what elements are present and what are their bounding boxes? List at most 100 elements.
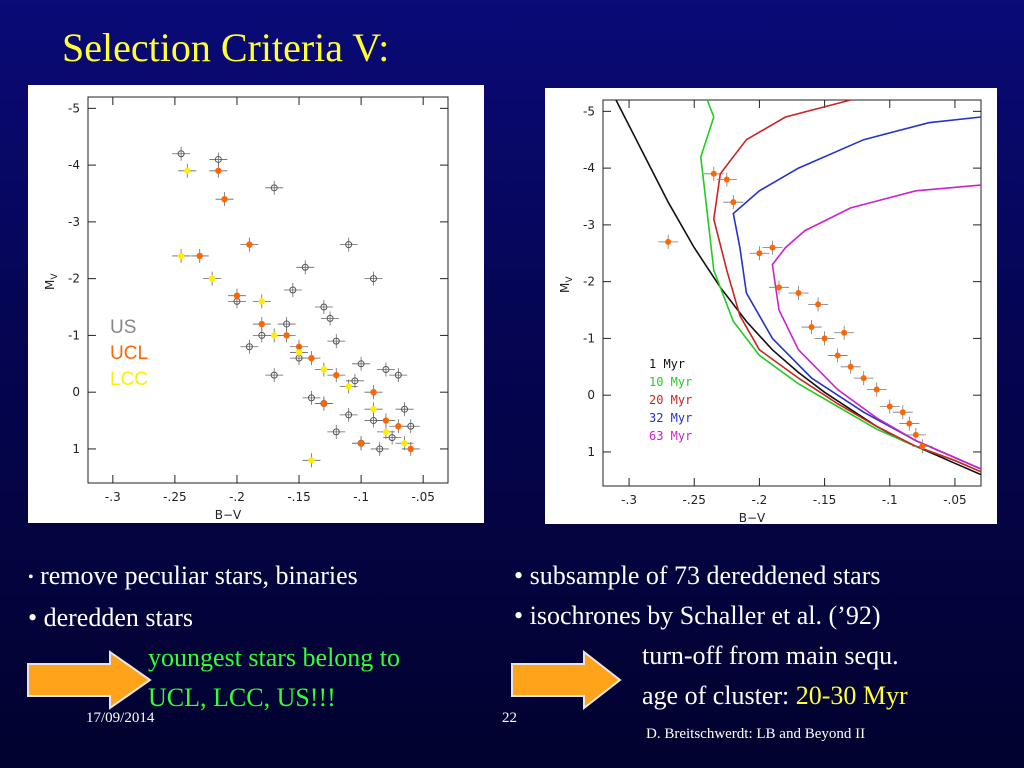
y-tick-label: -3: [583, 218, 595, 232]
data-point-us: [332, 337, 340, 345]
data-point-lcc: [271, 332, 278, 339]
data-point-us: [270, 371, 278, 379]
data-point-lcc: [177, 252, 185, 260]
data-point-lcc: [184, 167, 191, 174]
data-point: [906, 420, 913, 427]
y-axis-label: MV: [43, 273, 60, 290]
x-tick-label: -.25: [163, 490, 186, 504]
x-tick-label: -.15: [813, 493, 836, 507]
y-tick-label: -4: [68, 158, 80, 172]
data-point-ucl: [395, 423, 402, 430]
y-tick-label: 0: [72, 385, 80, 399]
data-point-ucl: [233, 292, 241, 299]
data-point: [710, 170, 717, 177]
data-point: [919, 443, 926, 450]
data-point: [886, 403, 893, 410]
data-point-us: [382, 365, 390, 373]
data-point-lcc: [345, 383, 352, 390]
left-conclusion-1: youngest stars belong to: [148, 643, 401, 673]
age-prefix: age of cluster:: [642, 681, 796, 710]
right-bullet-1: • subsample of 73 dereddened stars: [514, 561, 881, 590]
right-bullet-list: • subsample of 73 dereddened stars • iso…: [514, 556, 908, 716]
data-point-ucl: [283, 332, 290, 339]
data-point-us: [357, 360, 365, 368]
right-conclusion-1: turn-off from main sequ.: [642, 641, 899, 670]
left-cmd-plot: -.3 -.25 -.2 -.15 -.1 -.05 -5 -4 -3 -2 -1 0 1 B−V MV: [43, 96, 449, 522]
left-cmd-plot-panel: -.3 -.25 -.2 -.15 -.1 -.05 -5 -4 -3 -2 -1 0 1 B−V MV U…: [28, 85, 484, 523]
data-point-us: [370, 275, 378, 283]
y-tick-label: -5: [583, 104, 595, 118]
data-point-lcc: [208, 275, 216, 282]
footer-date: 17/09/2014: [86, 710, 155, 726]
left-arrow-icon: [27, 650, 152, 710]
data-point-us: [345, 241, 353, 249]
data-point: [860, 375, 867, 382]
data-point-us: [245, 343, 253, 351]
x-tick-label: -.3: [105, 490, 121, 504]
data-point-ucl: [333, 371, 340, 379]
data-point-us: [289, 286, 297, 294]
y-tick-label: 1: [587, 445, 595, 459]
data-point-us: [345, 411, 353, 419]
data-point: [912, 431, 919, 438]
data-point-us: [332, 428, 340, 436]
right-conclusion-2: age of cluster: 20-30 Myr: [514, 676, 908, 716]
y-tick-label: 1: [72, 442, 80, 456]
x-tick-label: -.05: [943, 493, 966, 507]
data-point: [821, 335, 828, 342]
y-tick-label: -2: [68, 272, 80, 286]
left-plot-legend: US UCL LCC: [110, 315, 148, 393]
data-point-ucl: [308, 354, 315, 362]
data-point: [847, 363, 854, 370]
isochrone-20-myr: [712, 99, 982, 473]
data-point: [834, 352, 841, 359]
data-point-us: [394, 371, 402, 379]
x-tick-label: -.05: [411, 490, 434, 504]
legend-10-myr: 10 Myr: [649, 375, 692, 389]
data-point-lcc: [295, 349, 303, 356]
x-axis-label: B−V: [739, 511, 766, 524]
data-point-lcc: [308, 457, 315, 464]
data-point-us: [270, 184, 278, 192]
bullet-dot: •: [28, 569, 34, 587]
data-point-lcc: [320, 366, 328, 373]
data-point-lcc: [258, 298, 265, 305]
data-point-ucl: [221, 195, 228, 203]
data-point-ucl: [246, 241, 253, 248]
data-point: [730, 199, 737, 206]
y-axis-label: MV: [558, 276, 575, 293]
data-point-us: [401, 405, 409, 413]
x-axis-label: B−V: [215, 508, 242, 522]
data-point-ucl: [382, 417, 390, 424]
age-value: 20-30 Myr: [795, 681, 908, 710]
data-point-us: [214, 155, 222, 163]
data-point-us: [177, 150, 185, 158]
right-bullet-2: • isochrones by Schaller et al. (’92): [514, 601, 881, 630]
y-tick-label: -1: [583, 331, 595, 345]
left-conclusion-2: UCL, LCC, US!!!: [148, 683, 336, 713]
right-isochrone-plot-panel: -.3 -.25 -.2 -.15 -.1 -.05 -5 -4 -3 -2 -1 0 1 B−V MV 1 …: [545, 88, 997, 524]
legend-1-myr: 1 Myr: [649, 357, 685, 371]
data-point-ucl: [407, 445, 414, 453]
data-point-us: [388, 434, 396, 442]
data-point: [756, 250, 763, 257]
isochrone-10-myr: [699, 99, 982, 473]
right-arrow-icon: [511, 650, 622, 710]
y-axis-label-sub: V: [50, 273, 60, 280]
data-point-us: [376, 445, 384, 453]
data-point: [665, 238, 672, 245]
left-bullet-1: • remove peculiar stars, binaries: [28, 556, 400, 598]
plot-frame: [602, 99, 982, 487]
data-point: [775, 284, 782, 291]
data-point-lcc: [382, 428, 390, 436]
data-point-us: [351, 377, 359, 385]
x-tick-label: -.1: [882, 493, 898, 507]
data-point-ucl: [370, 388, 377, 396]
data-point-lcc: [370, 406, 377, 413]
data-point: [873, 386, 880, 393]
data-point: [808, 324, 815, 331]
data-point-us: [407, 422, 415, 430]
footer-page-number: 22: [502, 710, 517, 726]
left-bullet-1-text: remove peculiar stars, binaries: [40, 561, 358, 590]
y-tick-label: -2: [583, 275, 595, 289]
